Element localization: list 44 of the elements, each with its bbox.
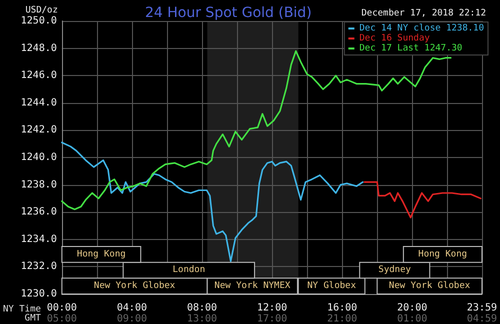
x2-axis-title: GMT bbox=[24, 314, 42, 324]
line-series bbox=[364, 181, 482, 218]
y-tick-label: 1250.0 bbox=[20, 16, 57, 26]
y-axis-title: USD/oz bbox=[25, 6, 58, 16]
x2-tick-label: 05:00 bbox=[46, 314, 77, 324]
x-tick-label: 20:00 bbox=[397, 302, 428, 314]
x-tick-label: 23:59 bbox=[466, 302, 498, 314]
line-series bbox=[61, 50, 452, 210]
y-tick-label: 1244.0 bbox=[20, 97, 57, 108]
x-axis-title: NY Time bbox=[2, 304, 41, 314]
y-tick-label: 1240.0 bbox=[20, 152, 57, 163]
x2-tick-label: 17:00 bbox=[257, 314, 288, 324]
band-label: New York Globex bbox=[94, 281, 176, 292]
x2-tick-label: 13:00 bbox=[186, 314, 218, 324]
y-tick-label: 1234.0 bbox=[20, 234, 57, 245]
x2-tick-label: 21:00 bbox=[327, 314, 358, 324]
y-tick-label: 1230.0 bbox=[20, 288, 57, 300]
legend-label: Dec 17 Last 1247.30 bbox=[359, 44, 462, 54]
band-label: Sydney bbox=[378, 265, 412, 276]
x-tick-label: 00:00 bbox=[46, 302, 77, 314]
band-label: Hong Kong bbox=[76, 249, 126, 260]
band-label: New York Globex bbox=[388, 281, 471, 292]
x-tick-label: 08:00 bbox=[186, 302, 218, 314]
x2-tick-label: 09:00 bbox=[116, 314, 147, 324]
y-tick-label: 1232.0 bbox=[20, 261, 57, 272]
x-tick-label: 04:00 bbox=[116, 302, 147, 314]
legend-label: Dec 14 NY close 1238.10 bbox=[359, 24, 484, 34]
x-tick-label: 16:00 bbox=[327, 302, 358, 314]
legend-title: December 17, 2018 22:12 bbox=[361, 8, 486, 18]
x2-tick-label: 01:00 bbox=[397, 314, 428, 324]
chart-title: 24 Hour Spot Gold (Bid) bbox=[145, 5, 312, 21]
legend-label: Dec 16 Sunday bbox=[359, 34, 430, 44]
y-tick-label: 1246.0 bbox=[20, 70, 57, 82]
band-label: London bbox=[172, 265, 206, 276]
band-label: New York NYMEX bbox=[214, 281, 291, 292]
y-tick-label: 1242.0 bbox=[20, 124, 57, 136]
band-label: NY Globex bbox=[307, 281, 357, 292]
y-tick-label: 1248.0 bbox=[20, 42, 57, 54]
band-label: Hong Kong bbox=[418, 249, 468, 260]
x2-tick-label: 04:59 bbox=[466, 314, 498, 324]
line-series bbox=[61, 142, 364, 262]
x-tick-label: 12:00 bbox=[257, 302, 288, 314]
y-tick-label: 1236.0 bbox=[20, 206, 57, 218]
y-tick-label: 1238.0 bbox=[20, 179, 57, 190]
